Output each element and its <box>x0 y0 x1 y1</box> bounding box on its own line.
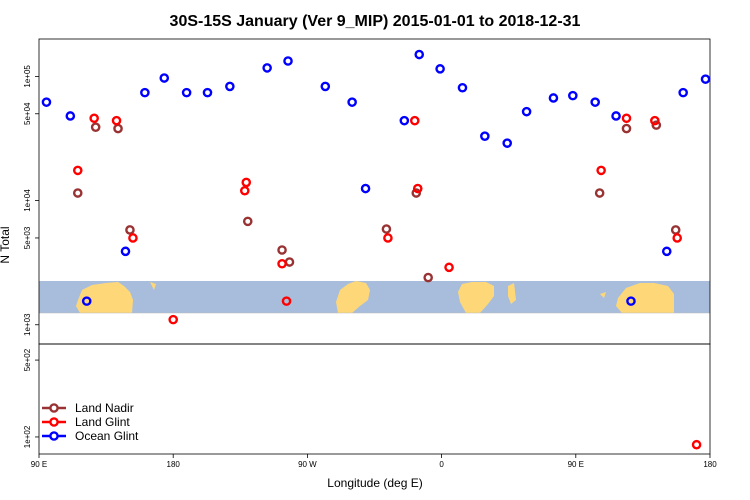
x-tick-label: 180 <box>167 460 181 469</box>
ocean-glint-point <box>611 111 621 121</box>
land-glint-point <box>672 233 682 243</box>
x-tick-label: 180 <box>703 460 717 469</box>
land-glint-point <box>72 165 83 176</box>
landmass-0 <box>76 282 133 313</box>
land-glint-point <box>409 115 420 126</box>
land-glint-point <box>281 296 292 306</box>
ocean-glint-point <box>548 93 559 103</box>
landmass-1 <box>150 282 156 290</box>
legend-label-land-glint: Land Glint <box>75 415 130 429</box>
chart-title: 30S-15S January (Ver 9_MIP) 2015-01-01 t… <box>170 13 581 30</box>
ocean-glint-point <box>320 81 331 92</box>
legend-label-land-nadir: Land Nadir <box>75 401 134 415</box>
land-nadir-point <box>651 120 662 130</box>
land-glint-point <box>691 439 702 450</box>
y-tick-label: 1e+02 <box>23 425 32 448</box>
land-glint-point <box>239 185 250 196</box>
land-glint-point <box>241 177 252 188</box>
legend-marker-land-glint <box>49 417 59 427</box>
ocean-glint-point <box>360 183 371 194</box>
world-map-band <box>39 281 710 314</box>
lower-panel-frame <box>38 343 711 455</box>
ocean-glint-point <box>700 74 711 84</box>
ocean-glint-point <box>283 56 293 66</box>
land-nadir-point <box>125 225 135 235</box>
land-nadir-point <box>621 123 632 134</box>
y-axis-upper: 1e+03 5e+03 1e+04 5e+04 1e+05 <box>23 65 39 336</box>
land-nadir-point <box>594 188 605 198</box>
landmass-6 <box>600 292 606 298</box>
y-tick-label: 5e+03 <box>23 226 32 249</box>
ocean-glint-point <box>399 115 410 126</box>
x-tick-label: 90 E <box>568 460 584 469</box>
land-nadir-point <box>284 257 295 267</box>
y-tick-label: 5e+02 <box>23 348 32 371</box>
ocean-glint-point <box>414 49 425 60</box>
land-glint-point <box>383 233 393 243</box>
land-glint-point <box>168 314 178 325</box>
x-tick-label: 90 E <box>31 460 47 469</box>
y-tick-label: 5e+04 <box>23 102 32 125</box>
ocean-glint-point <box>568 90 578 101</box>
ocean-glint-point <box>159 73 170 83</box>
land-nadir-point <box>670 225 681 235</box>
ocean-glint-point <box>262 63 272 73</box>
land-nadir-point <box>423 272 433 283</box>
land-glint-point <box>444 262 454 273</box>
land-nadir-point <box>242 216 253 227</box>
ocean-glint-point <box>225 81 235 92</box>
data-points <box>41 49 711 450</box>
y-tick-label: 1e+03 <box>23 313 32 336</box>
ocean-glint-point <box>590 97 600 107</box>
ocean-glint-point <box>626 296 636 306</box>
ocean-glint-point <box>661 246 672 257</box>
land-glint-point <box>650 115 660 126</box>
ocean-glint-point <box>140 87 150 98</box>
land-glint-point <box>128 233 138 243</box>
ocean-glint-point <box>202 87 213 98</box>
ocean-glint-point <box>678 87 688 98</box>
land-nadir-point <box>90 122 101 132</box>
ocean-glint-point <box>347 97 357 107</box>
landmass-3 <box>458 282 494 313</box>
land-glint-point <box>89 113 99 124</box>
x-axis: 90 E 180 90 W 0 90 E 180 <box>31 454 717 469</box>
land-glint-point <box>412 183 423 194</box>
y-tick-label: 1e+05 <box>23 65 32 88</box>
ocean-glint-point <box>120 246 131 257</box>
ocean-glint-point <box>457 82 468 93</box>
x-tick-label: 0 <box>439 460 444 469</box>
ocean-glint-point <box>502 138 513 148</box>
ocean-glint-point <box>41 97 52 107</box>
land-glint-point <box>621 113 632 124</box>
land-nadir-point <box>411 188 422 198</box>
y-tick-label: 1e+04 <box>23 189 32 212</box>
x-tick-label: 90 W <box>298 460 317 469</box>
land-glint-point <box>596 165 606 176</box>
y-axis-title: N Total <box>0 226 12 263</box>
land-nadir-point <box>72 188 83 198</box>
ocean-band <box>39 281 710 313</box>
land-glint-point <box>111 115 122 126</box>
landmass-4 <box>508 283 516 304</box>
landmass-2 <box>336 281 370 313</box>
land-nadir-point <box>381 224 392 234</box>
land-nadir-point <box>113 123 123 134</box>
ocean-glint-point <box>181 87 192 98</box>
y-axis-lower: 1e+02 5e+02 <box>23 348 39 448</box>
ocean-glint-point <box>480 131 490 141</box>
legend-marker-ocean-glint <box>49 431 59 441</box>
ocean-glint-point <box>65 111 76 121</box>
legend-marker-land-nadir <box>49 403 59 413</box>
ocean-glint-point <box>81 296 92 306</box>
x-axis-title: Longitude (deg E) <box>327 476 422 490</box>
ocean-glint-point <box>435 64 445 74</box>
land-glint-point <box>277 258 287 269</box>
legend-label-ocean-glint: Ocean Glint <box>75 429 139 443</box>
ocean-glint-point <box>521 106 532 117</box>
land-nadir-point <box>277 245 287 255</box>
